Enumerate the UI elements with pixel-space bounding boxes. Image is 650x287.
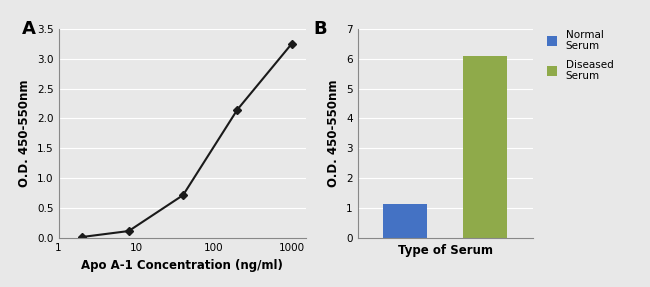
Y-axis label: O.D. 450-550nm: O.D. 450-550nm [328,80,341,187]
Y-axis label: O.D. 450-550nm: O.D. 450-550nm [18,80,31,187]
Bar [384,204,427,238]
Text: A: A [21,20,35,38]
X-axis label: Type of Serum: Type of Serum [398,244,493,257]
X-axis label: Apo A-1 Concentration (ng/ml): Apo A-1 Concentration (ng/ml) [81,259,283,272]
Bar [463,56,507,238]
Legend: Normal
Serum, Diseased
Serum: Normal Serum, Diseased Serum [547,30,614,81]
Text: B: B [314,20,327,38]
